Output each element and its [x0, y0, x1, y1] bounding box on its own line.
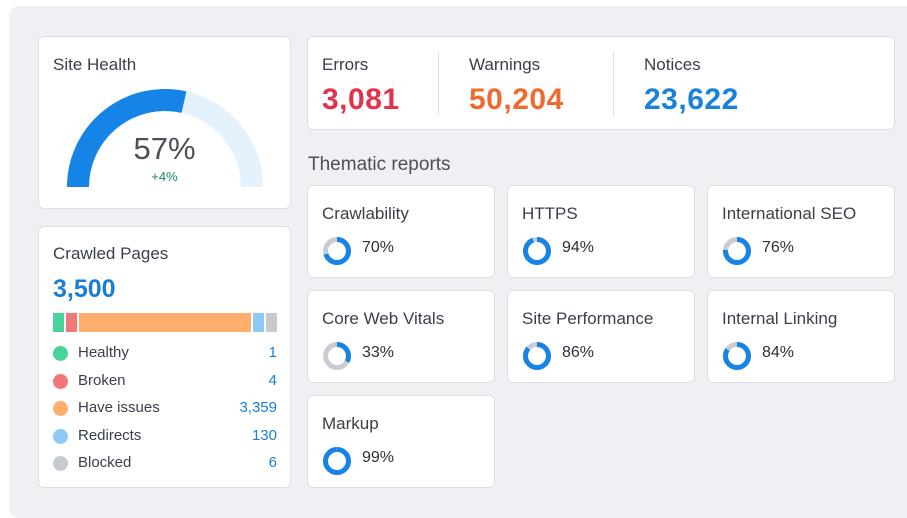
legend-row-redirects[interactable]: Redirects 130 [53, 427, 277, 455]
legend-row-healthy[interactable]: Healthy 1 [53, 344, 277, 372]
legend-label-blocked: Blocked [78, 454, 132, 471]
donut-fill [523, 342, 551, 370]
report-name: Core Web Vitals [322, 309, 445, 328]
have-issues-dot-icon [53, 401, 68, 416]
crawlability-donut-icon [323, 237, 351, 265]
crawled-pages-card[interactable]: Crawled Pages 3,500 Healthy 1 Broken 4 H… [38, 226, 291, 488]
report-card-international-seo[interactable]: International SEO 76% [707, 185, 895, 278]
site-health-card[interactable]: Site Health 57% +4% [38, 36, 291, 209]
bar-segment-have-issues[interactable] [79, 313, 251, 332]
donut-fill [323, 447, 351, 475]
site-performance-donut-icon [523, 342, 551, 370]
crawled-pages-total[interactable]: 3,500 [53, 275, 116, 303]
bar-segment-healthy[interactable] [53, 313, 64, 332]
report-card-site-performance[interactable]: Site Performance 86% [507, 290, 695, 383]
bar-segment-broken[interactable] [66, 313, 77, 332]
errors-label: Errors [322, 55, 369, 74]
core-web-vitals-donut-icon [323, 342, 351, 370]
legend-value-broken[interactable]: 4 [268, 371, 277, 389]
legend-value-blocked[interactable]: 6 [268, 454, 277, 471]
legend-row-have-issues[interactable]: Have issues 3,359 [53, 399, 277, 427]
site-health-title: Site Health [53, 55, 137, 74]
https-donut-icon [523, 237, 551, 265]
thematic-reports-title: Thematic reports [308, 154, 451, 175]
notices-value[interactable]: 23,622 [644, 83, 739, 116]
warnings-label: Warnings [469, 55, 541, 74]
divider [438, 52, 439, 115]
report-percent: 94% [562, 239, 595, 256]
warnings-value[interactable]: 50,204 [469, 83, 564, 116]
bar-segment-redirects[interactable] [253, 313, 264, 332]
donut-fill [523, 237, 551, 265]
report-card-core-web-vitals[interactable]: Core Web Vitals 33% [307, 290, 495, 383]
report-percent: 99% [362, 449, 395, 466]
crawled-pages-legend: Healthy 1 Broken 4 Have issues 3,359 Red… [53, 344, 277, 482]
crawled-pages-title: Crawled Pages [53, 244, 169, 263]
bar-segment-blocked[interactable] [266, 313, 277, 332]
legend-label-healthy: Healthy [78, 344, 129, 361]
legend-label-redirects: Redirects [78, 426, 142, 444]
gauge-fill [67, 89, 187, 188]
report-card-crawlability[interactable]: Crawlability 70% [307, 185, 495, 278]
legend-label-have-issues: Have issues [78, 399, 160, 416]
report-name: Internal Linking [722, 309, 838, 328]
issues-summary-card: Errors 3,081 Warnings 50,204 Notices 23,… [307, 36, 895, 130]
legend-value-healthy[interactable]: 1 [268, 344, 277, 361]
donut-fill [723, 237, 751, 265]
report-percent: 84% [762, 344, 795, 361]
report-name: Markup [322, 414, 379, 433]
internal-linking-donut-icon [723, 342, 751, 370]
blocked-dot-icon [53, 456, 68, 471]
notices-label: Notices [644, 55, 701, 74]
legend-row-broken[interactable]: Broken 4 [53, 372, 277, 400]
report-card-internal-linking[interactable]: Internal Linking 84% [707, 290, 895, 383]
report-percent: 76% [762, 239, 795, 256]
legend-row-blocked[interactable]: Blocked 6 [53, 454, 277, 482]
report-name: Crawlability [322, 204, 409, 223]
report-percent: 70% [362, 239, 395, 256]
site-health-gauge [67, 89, 263, 188]
report-percent: 86% [562, 344, 595, 361]
legend-label-broken: Broken [78, 371, 126, 389]
crawled-pages-bar [53, 313, 277, 332]
site-health-delta: +4% [151, 169, 178, 184]
donut-fill [323, 342, 351, 370]
report-card-https[interactable]: HTTPS 94% [507, 185, 695, 278]
errors-value[interactable]: 3,081 [322, 83, 400, 116]
report-name: International SEO [722, 204, 857, 223]
legend-value-redirects[interactable]: 130 [251, 426, 277, 444]
report-name: HTTPS [522, 204, 578, 223]
international-seo-donut-icon [723, 237, 751, 265]
donut-fill [323, 237, 351, 265]
report-card-markup[interactable]: Markup 99% [307, 395, 495, 488]
site-health-value: 57% [133, 131, 196, 166]
redirects-dot-icon [53, 428, 68, 444]
legend-value-have-issues[interactable]: 3,359 [239, 399, 277, 416]
markup-donut-icon [323, 447, 351, 475]
broken-dot-icon [53, 373, 68, 389]
healthy-dot-icon [53, 346, 68, 361]
divider [613, 52, 614, 115]
report-name: Site Performance [522, 309, 654, 328]
report-percent: 33% [362, 344, 395, 361]
donut-fill [723, 342, 751, 370]
